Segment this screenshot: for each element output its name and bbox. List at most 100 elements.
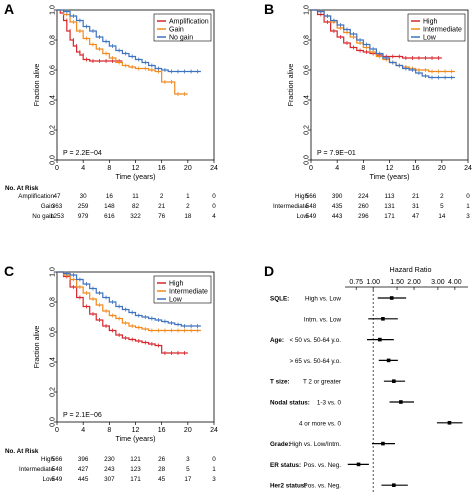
panel-c-risk-cell: 26 bbox=[158, 456, 166, 463]
panel-a-risk-title: No. At Risk bbox=[5, 185, 39, 192]
panel-c-curve-high bbox=[57, 271, 188, 354]
panel-b-risk-cell: 21 bbox=[412, 193, 420, 200]
panel-b-y-axis-title: Fraction alive bbox=[286, 64, 295, 107]
forest-comparison-label: 1-3 vs. 0 bbox=[317, 400, 342, 407]
panel-a-risk-cell: 979 bbox=[78, 213, 89, 220]
panel-b-risk-cell: 31 bbox=[412, 203, 420, 210]
panel-b-xtick-label: 16 bbox=[412, 165, 420, 172]
forest-point bbox=[389, 296, 394, 300]
panel-b-risk-cell: 390 bbox=[332, 193, 343, 200]
panel-b-legend-label: High bbox=[423, 18, 438, 25]
panel-b-risk-cell: 3 bbox=[466, 213, 470, 220]
panel-b-x-axis-title: Time (years) bbox=[369, 172, 409, 181]
panel-a-xtick-label: 16 bbox=[158, 165, 166, 172]
panel-c-legend-label: Intermediate bbox=[169, 288, 208, 295]
panel-c-risk-cell: 307 bbox=[104, 476, 115, 483]
forest-point bbox=[381, 317, 385, 321]
panel-a-ytick-label: 1.0 bbox=[49, 5, 56, 15]
panel-b-p-value: P = 7.9E−01 bbox=[317, 150, 356, 157]
panel-c-risk-row-label: Low bbox=[42, 476, 54, 483]
panel-b-curve-high bbox=[311, 9, 442, 59]
panel-b-risk-cell: 0 bbox=[466, 193, 470, 200]
forest-xtick-label: 2.00 bbox=[407, 279, 421, 286]
forest-comparison-label: T 2 or greater bbox=[303, 379, 341, 386]
forest-comparison-label: Pos. vs. Neg. bbox=[304, 483, 342, 490]
panel-c-risk-cell: 45 bbox=[158, 476, 166, 483]
panel-b-ytick-label: 1.0 bbox=[303, 5, 310, 15]
forest-comparison-label: > 65 vs. 50-64 y.o. bbox=[289, 358, 341, 365]
panel-a-y-axis-title: Fraction alive bbox=[32, 64, 41, 107]
forest-group-label: Age: bbox=[270, 337, 284, 344]
panel-b-risk-row-label: High bbox=[295, 193, 308, 200]
forest-group-label: Grade: bbox=[270, 441, 290, 448]
panel-a-censor-marks-gain bbox=[66, 12, 185, 96]
panel-c-censor-marks-high bbox=[66, 274, 185, 355]
panel-a-risk-row-label: Gain bbox=[41, 203, 55, 210]
panel-b-risk-cell: 5 bbox=[440, 203, 444, 210]
panel-c-risk-cell: 171 bbox=[130, 476, 141, 483]
panel-a-curve-amplification bbox=[57, 9, 123, 62]
panel-a-x-axis-title: Time (years) bbox=[115, 172, 155, 181]
panel-a-risk-cell: 2 bbox=[186, 203, 190, 210]
panel-a-risk-cell: 16 bbox=[106, 193, 114, 200]
panel-b-risk-cell: 14 bbox=[438, 213, 446, 220]
panel-c-legend-label: Low bbox=[169, 296, 183, 303]
panel-c-risk-cell: 243 bbox=[104, 466, 115, 473]
panel-c-risk-cell: 445 bbox=[78, 476, 89, 483]
panel-b-risk-cell: 260 bbox=[358, 203, 369, 210]
panel-c-risk-cell: 3 bbox=[186, 456, 190, 463]
forest-comparison-label: Pos. vs. Neg. bbox=[304, 462, 342, 469]
panel-b-ytick-label: 0.8 bbox=[303, 35, 310, 45]
panel-a-risk-row-label: Amplification bbox=[18, 193, 54, 200]
forest-point bbox=[378, 337, 382, 342]
panel-c-risk-cell: 28 bbox=[158, 466, 166, 473]
panel-b-risk-cell: 224 bbox=[358, 193, 369, 200]
panel-c-xtick-label: 4 bbox=[81, 427, 85, 434]
panel-c-curve-intermediate bbox=[57, 271, 201, 332]
panel-b-xtick-label: 20 bbox=[438, 165, 446, 172]
panel-c-ytick-label: 1.0 bbox=[49, 267, 56, 277]
panel-a-risk-cell: 76 bbox=[158, 213, 166, 220]
panel-a-censor-marks-no-gain bbox=[66, 9, 199, 74]
panel-d-letter: D bbox=[264, 263, 274, 279]
forest-point bbox=[399, 400, 403, 404]
forest-group-label: Her2 status: bbox=[270, 483, 306, 490]
panel-b-risk-cell: 113 bbox=[384, 193, 395, 200]
panel-c-legend-label: High bbox=[169, 280, 184, 287]
panel-a-legend-label: No gain bbox=[169, 34, 193, 41]
panel-c-ytick-label: 0.2 bbox=[49, 387, 56, 397]
panel-c-risk-cell: 566 bbox=[52, 456, 63, 463]
forest-xtick-label: 3.00 bbox=[431, 279, 445, 286]
panel-a-curve-gain bbox=[57, 9, 188, 95]
panel-c-ytick-label: 0.0 bbox=[49, 417, 56, 427]
panel-c-ytick-label: 0.6 bbox=[49, 327, 56, 337]
panel-a-risk-cell: 259 bbox=[78, 203, 89, 210]
panel-a-risk-row-label: No gain bbox=[32, 213, 54, 220]
forest-xtick-label: 1.50 bbox=[390, 279, 404, 286]
forest-comparison-label: High vs. Low/Intm. bbox=[289, 441, 341, 448]
panel-c-xtick-label: 0 bbox=[55, 427, 59, 434]
panel-a-risk-cell: 21 bbox=[158, 203, 166, 210]
panel-a-legend-label: Gain bbox=[169, 26, 184, 33]
forest-group-label: ER status: bbox=[270, 462, 301, 469]
panel-a-xtick-label: 20 bbox=[184, 165, 192, 172]
panel-c-risk-row-label: High bbox=[41, 456, 54, 463]
forest-point bbox=[392, 379, 396, 383]
panel-c-risk-title: No. At Risk bbox=[5, 448, 39, 455]
forest-xtick-label: 4.00 bbox=[448, 279, 462, 286]
panel-b-legend-label: Intermediate bbox=[423, 26, 462, 33]
panel-b-risk-cell: 2 bbox=[440, 193, 444, 200]
panel-c-risk-cell: 1 bbox=[212, 466, 216, 473]
panel-b-risk-cell: 435 bbox=[332, 203, 343, 210]
panel-b-risk-cell: 443 bbox=[332, 213, 343, 220]
panel-a-xtick-label: 4 bbox=[81, 165, 85, 172]
panel-c-xtick-label: 16 bbox=[158, 427, 166, 434]
panel-b-risk-row-label: Intermediate bbox=[273, 203, 308, 210]
forest-comparison-label: 4 or more vs. 0 bbox=[299, 420, 341, 427]
forest-point bbox=[392, 483, 396, 487]
panel-a-xtick-label: 12 bbox=[132, 165, 140, 172]
forest-group-label: SQLE: bbox=[270, 296, 289, 303]
panel-c-risk-cell: 0 bbox=[212, 456, 216, 463]
panel-a-risk-cell: 0 bbox=[212, 203, 216, 210]
panel-c-risk-cell: 123 bbox=[130, 466, 141, 473]
